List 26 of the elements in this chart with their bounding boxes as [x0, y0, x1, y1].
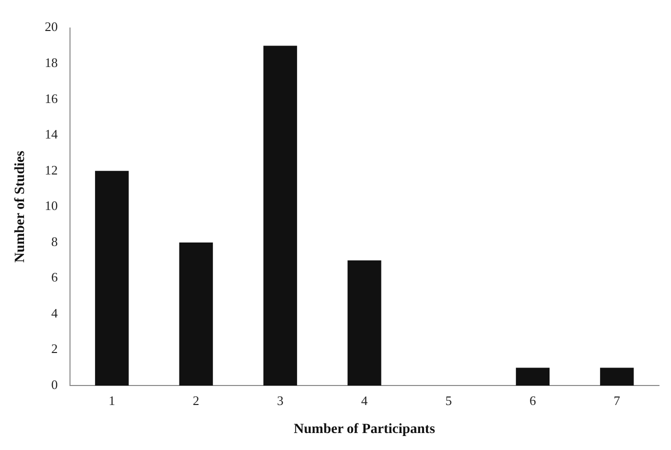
y-tick-label: 14	[44, 126, 58, 142]
bar	[179, 242, 213, 386]
x-tick-label: 1	[108, 392, 116, 408]
y-tick-label: 2	[51, 341, 58, 356]
x-tick-label: 7	[614, 392, 621, 408]
x-tick-label: 2	[192, 392, 200, 408]
bar	[348, 260, 382, 386]
y-tick-label: 0	[51, 377, 58, 392]
x-tick-label: 3	[276, 392, 284, 408]
x-tick-label: 4	[361, 392, 368, 408]
y-tick-label: 16	[44, 90, 58, 106]
bar	[600, 368, 634, 386]
bar	[516, 368, 550, 386]
y-tick-label: 10	[44, 198, 58, 214]
y-tick-label: 18	[44, 55, 58, 70]
y-tick-label: 8	[51, 234, 58, 249]
y-tick-label: 6	[51, 270, 58, 285]
y-tick-label: 20	[44, 19, 58, 34]
x-tick-label: 6	[529, 392, 536, 408]
x-axis-title: Number of Participants	[294, 422, 436, 438]
y-tick-label: 12	[44, 162, 58, 178]
bar	[95, 170, 129, 386]
bar	[263, 46, 298, 386]
y-axis-title: Number of Studies	[13, 150, 28, 263]
x-tick-label: 5	[445, 392, 452, 408]
y-tick-label: 4	[51, 305, 58, 320]
